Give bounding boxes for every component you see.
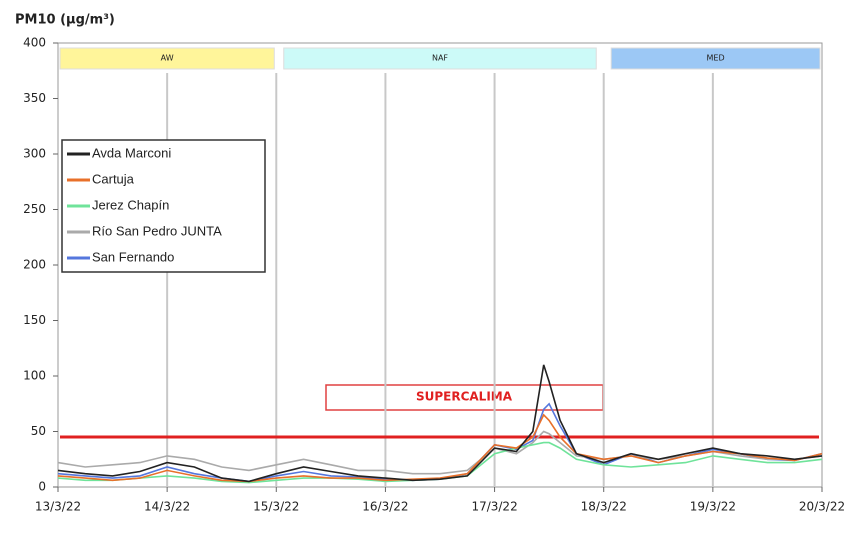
legend-label: San Fernando — [92, 249, 174, 264]
band-label: AW — [161, 54, 174, 63]
series-line — [57, 441, 823, 484]
legend-label: Cartuja — [92, 171, 135, 186]
y-tick-label: 300 — [23, 147, 46, 161]
annotation-box — [325, 384, 604, 411]
legend-label: Río San Pedro JUNTA — [92, 223, 222, 238]
y-tick-label: 350 — [23, 91, 46, 105]
y-tick-label: 200 — [23, 258, 46, 272]
band-label: MED — [707, 54, 725, 63]
y-tick-label: 100 — [23, 369, 46, 383]
y-tick-label: 400 — [23, 36, 46, 50]
legend-label: Jerez Chapín — [92, 197, 169, 212]
x-tick-label: 19/3/22 — [690, 500, 736, 514]
x-tick-label: 20/3/22 — [799, 500, 845, 514]
annotation: SUPERCALIMA — [416, 390, 513, 404]
band — [59, 47, 275, 70]
x-tick-label: 15/3/22 — [253, 500, 299, 514]
y-tick-label: 250 — [23, 202, 46, 216]
band — [610, 47, 821, 70]
legend-box — [61, 139, 266, 273]
series-line — [57, 364, 823, 483]
x-tick-label: 13/3/22 — [35, 500, 81, 514]
y-tick-label: 50 — [31, 424, 46, 438]
x-tick-label: 17/3/22 — [471, 500, 517, 514]
band-label: NAF — [432, 54, 448, 63]
band — [283, 47, 597, 70]
chart-title: PM10 (µg/m³) — [15, 13, 115, 28]
legend-label: Avda Marconi — [92, 145, 171, 160]
x-tick-label: 14/3/22 — [144, 500, 190, 514]
y-tick-label: 150 — [23, 313, 46, 327]
y-tick-label: 0 — [38, 480, 46, 494]
x-tick-label: 18/3/22 — [581, 500, 627, 514]
legend: Avda Marconi Cartuja Jerez Chapín Río San P… — [61, 139, 266, 273]
series-line — [57, 413, 823, 483]
x-tick-label: 16/3/22 — [362, 500, 408, 514]
